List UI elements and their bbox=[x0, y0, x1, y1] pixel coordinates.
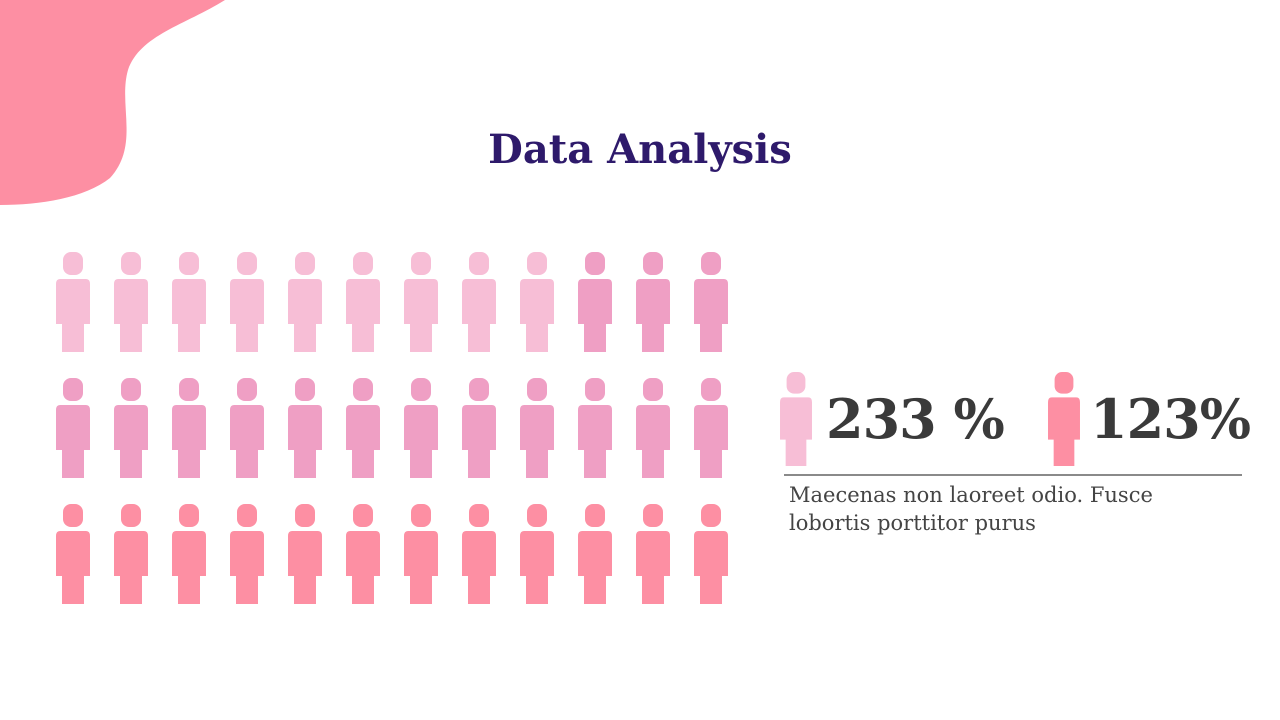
person-icon bbox=[114, 252, 148, 352]
person-icon bbox=[346, 504, 380, 604]
person-icon bbox=[694, 378, 728, 478]
person-icon bbox=[694, 504, 728, 604]
person-icon bbox=[462, 378, 496, 478]
person-icon bbox=[462, 252, 496, 352]
person-icon bbox=[56, 252, 90, 352]
person-icon bbox=[520, 252, 554, 352]
page-title: Data Analysis bbox=[488, 126, 792, 173]
person-icon bbox=[230, 504, 264, 604]
person-icon bbox=[114, 378, 148, 478]
person-icon bbox=[578, 378, 612, 478]
person-icon bbox=[172, 504, 206, 604]
stat-1: 233 % bbox=[780, 372, 1005, 466]
stat-2: 123% bbox=[1048, 372, 1251, 466]
person-icon bbox=[288, 252, 322, 352]
person-icon bbox=[578, 504, 612, 604]
stat-1-value: 233 % bbox=[826, 387, 1005, 451]
person-icon bbox=[346, 252, 380, 352]
description: Maecenas non laoreet odio. Fusce loborti… bbox=[789, 483, 1153, 535]
person-icon bbox=[462, 504, 496, 604]
person-icon bbox=[346, 378, 380, 478]
stat-2-value: 123% bbox=[1090, 387, 1251, 451]
divider bbox=[784, 474, 1242, 476]
person-icon bbox=[172, 378, 206, 478]
person-icon bbox=[694, 252, 728, 352]
person-icon bbox=[520, 504, 554, 604]
person-icon bbox=[404, 252, 438, 352]
person-icon bbox=[404, 378, 438, 478]
person-icon bbox=[288, 378, 322, 478]
person-icon bbox=[56, 504, 90, 604]
people-infographic bbox=[56, 252, 728, 608]
person-icon bbox=[56, 378, 90, 478]
decorative-corner-blob bbox=[0, 0, 225, 205]
person-icon bbox=[114, 504, 148, 604]
person-icon bbox=[172, 252, 206, 352]
person-icon bbox=[636, 252, 670, 352]
person-icon bbox=[404, 504, 438, 604]
person-icon bbox=[230, 378, 264, 478]
person-icon bbox=[520, 378, 554, 478]
person-icon bbox=[288, 504, 322, 604]
person-icon bbox=[636, 378, 670, 478]
person-icon bbox=[230, 252, 264, 352]
person-icon bbox=[1048, 372, 1080, 466]
person-icon bbox=[578, 252, 612, 352]
person-icon bbox=[636, 504, 670, 604]
person-icon bbox=[780, 372, 812, 466]
